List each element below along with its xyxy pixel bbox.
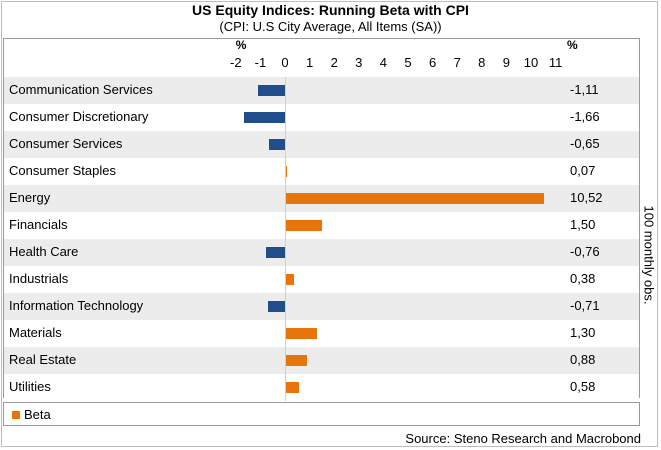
- x-tick-label: -1: [254, 55, 267, 70]
- x-tick-label: 9: [502, 55, 510, 70]
- category-label: Information Technology: [9, 298, 144, 313]
- category-label: Consumer Services: [9, 136, 123, 151]
- value-label: 0,88: [570, 352, 596, 367]
- category-label: Energy: [9, 190, 51, 205]
- plot-area: %% -2 -1 0 1 2 3 4 5 6 7 8 9 10 11 Communication Servic…: [3, 38, 640, 401]
- legend: Beta: [3, 402, 640, 426]
- x-tick-label: 0: [281, 55, 289, 70]
- value-label: 10,52: [570, 190, 603, 205]
- side-axis-label: 100 monthly obs.: [641, 205, 657, 305]
- value-column-unit-label: %: [567, 38, 578, 52]
- bar-beta: [285, 166, 287, 177]
- value-label: 0,07: [570, 163, 596, 178]
- category-band: [4, 158, 639, 185]
- category-label: Financials: [9, 217, 68, 232]
- value-label: -0,76: [570, 244, 600, 259]
- category-band: [4, 293, 639, 320]
- bar-beta: [266, 247, 285, 258]
- category-band: [4, 104, 639, 131]
- category-label: Materials: [9, 325, 62, 340]
- category-band: [4, 77, 639, 104]
- legend-swatch-beta: [12, 411, 20, 419]
- zero-line: [285, 77, 286, 401]
- x-tick-label: 10: [523, 55, 539, 70]
- category-band: [4, 131, 639, 158]
- category-label: Utilities: [9, 379, 51, 394]
- value-label: -1,11: [570, 82, 599, 97]
- x-tick-label: 2: [330, 55, 338, 70]
- category-band: [4, 320, 639, 347]
- bar-beta: [269, 139, 285, 150]
- x-tick-label: -2: [230, 55, 242, 70]
- value-label: -0,65: [570, 136, 600, 151]
- category-band: [4, 239, 639, 266]
- value-label: -1,66: [570, 109, 600, 124]
- category-label: Communication Services: [9, 82, 153, 97]
- bar-beta: [285, 193, 544, 204]
- category-label: Industrials: [9, 271, 69, 286]
- category-label: Health Care: [9, 244, 79, 259]
- value-label: 1,30: [570, 325, 596, 340]
- x-tick-label: 8: [478, 55, 486, 70]
- bar-beta: [257, 85, 285, 96]
- x-tick-label: 6: [428, 55, 437, 70]
- x-tick-label: 4: [379, 55, 387, 70]
- bar-beta: [285, 220, 322, 231]
- source-note: Source: Steno Research and Macrobond: [405, 431, 641, 446]
- category-label: Consumer Discretionary: [9, 109, 149, 124]
- x-tick-label: 5: [404, 55, 412, 70]
- category-label: Real Estate: [9, 352, 77, 367]
- bar-beta: [285, 328, 317, 339]
- x-tick-label: 3: [355, 55, 363, 70]
- chart-title: US Equity Indices: Running Beta with CPI: [192, 2, 469, 18]
- x-tick-label: 1: [305, 55, 314, 70]
- category-band: [4, 374, 639, 401]
- category-band: [4, 266, 639, 293]
- bar-beta: [285, 274, 295, 285]
- bar-beta: [285, 355, 307, 366]
- bar-beta: [267, 301, 285, 312]
- chart-subtitle: (CPI: U.S City Average, All Items (SA)): [219, 19, 442, 34]
- x-axis-unit-label: %: [235, 38, 247, 52]
- value-label: 0,58: [570, 379, 596, 394]
- bar-beta: [244, 112, 285, 123]
- x-tick-label: 11: [548, 55, 563, 70]
- x-tick-label: 7: [453, 55, 461, 70]
- value-label: 0,38: [570, 271, 596, 286]
- value-label: -0,71: [570, 298, 600, 313]
- bar-beta: [285, 382, 300, 393]
- category-label: Consumer Staples: [9, 163, 116, 178]
- value-label: 1,50: [570, 217, 596, 232]
- legend-label-beta: Beta: [24, 407, 51, 422]
- category-band: [4, 347, 639, 374]
